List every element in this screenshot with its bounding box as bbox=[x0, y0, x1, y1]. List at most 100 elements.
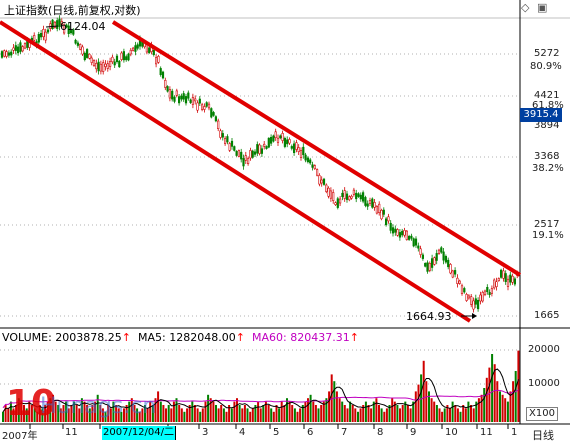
volume-bar bbox=[88, 408, 91, 422]
ma60-line bbox=[2, 389, 519, 409]
volume-bar bbox=[180, 408, 183, 422]
period-label[interactable]: 日线 bbox=[532, 429, 554, 442]
volume-bar bbox=[493, 364, 496, 422]
volume-bar bbox=[130, 398, 133, 422]
candle-body bbox=[65, 24, 68, 28]
time-label-2007: 2007年 bbox=[2, 431, 38, 442]
volume-bar bbox=[246, 408, 249, 422]
volume-bar bbox=[41, 408, 44, 422]
volume-bar bbox=[286, 398, 288, 422]
volume-bar bbox=[25, 408, 28, 422]
candle-body bbox=[260, 148, 264, 154]
volume-bar bbox=[435, 405, 438, 422]
candle-body bbox=[67, 25, 70, 34]
candle-body bbox=[313, 165, 316, 170]
candle-body bbox=[345, 193, 349, 200]
diamond-icon[interactable]: ◇ bbox=[521, 1, 530, 14]
ma5-label: MA5: 1282048.00↑ bbox=[138, 331, 245, 344]
volume-bar bbox=[438, 408, 441, 422]
window-icon[interactable]: ▣ bbox=[537, 1, 548, 14]
candle-body bbox=[322, 178, 326, 185]
volume-bar bbox=[270, 408, 273, 422]
volume-bar bbox=[330, 374, 333, 422]
lower-channel-line bbox=[0, 20, 472, 323]
volume-axis-20000: 20000 bbox=[528, 344, 560, 355]
volume-bar bbox=[280, 401, 283, 422]
candle-body bbox=[86, 49, 89, 58]
volume-bar bbox=[307, 398, 309, 422]
candle-body bbox=[256, 144, 259, 154]
volume-bar bbox=[267, 405, 270, 422]
volume-bar bbox=[272, 411, 275, 422]
volume-bar bbox=[99, 405, 102, 422]
volume-bar bbox=[33, 408, 36, 422]
time-label-6: 6 bbox=[307, 427, 314, 438]
candle-body bbox=[447, 259, 450, 268]
chart-title: 上证指数(日线,前复权,对数) bbox=[4, 4, 141, 17]
current-price-badge: 3915.4 bbox=[520, 108, 562, 122]
volume-bar bbox=[157, 391, 160, 422]
volume-bar bbox=[159, 401, 162, 422]
candle-body bbox=[440, 247, 443, 253]
volume-bar bbox=[49, 398, 52, 422]
volume-bar bbox=[514, 371, 517, 422]
volume-bar bbox=[241, 408, 244, 422]
volume-bar bbox=[146, 408, 149, 422]
candle-body bbox=[118, 60, 121, 68]
volume-bar bbox=[459, 411, 462, 422]
volume-bar bbox=[120, 411, 123, 422]
time-label-4: 4 bbox=[239, 427, 246, 438]
volume-bar bbox=[23, 405, 25, 422]
volume-bar bbox=[191, 401, 194, 422]
candle-body bbox=[102, 62, 105, 72]
candle-body bbox=[168, 89, 172, 99]
volume-bar bbox=[91, 405, 94, 422]
price-label-4421: 4421 bbox=[534, 90, 560, 101]
volume-bar bbox=[62, 405, 65, 422]
volume-bar bbox=[362, 405, 365, 422]
candle-body bbox=[58, 18, 61, 27]
candle-body bbox=[355, 192, 358, 200]
volume-bar bbox=[175, 398, 178, 422]
volume-bar bbox=[154, 398, 157, 422]
candle-body bbox=[69, 30, 73, 34]
volume-bar bbox=[441, 411, 444, 422]
volume-bar bbox=[230, 408, 233, 422]
candle-body bbox=[42, 28, 45, 37]
candle-body bbox=[499, 269, 503, 278]
volume-bar bbox=[204, 401, 207, 422]
candle-body bbox=[106, 63, 109, 69]
ma5-line bbox=[2, 368, 519, 413]
candle-body bbox=[428, 262, 431, 271]
candle-body bbox=[164, 80, 167, 88]
volume-bar bbox=[94, 401, 96, 422]
candle-body bbox=[161, 71, 165, 79]
volume-bar bbox=[475, 401, 478, 422]
candle-body bbox=[490, 288, 494, 294]
candle-body bbox=[198, 98, 201, 104]
volume-bar bbox=[417, 384, 420, 422]
volume-bar bbox=[7, 408, 10, 422]
candle-body bbox=[221, 133, 224, 138]
volume-bar bbox=[451, 401, 454, 422]
volume-bar bbox=[165, 408, 167, 422]
candle-body bbox=[155, 57, 158, 65]
candle-body bbox=[166, 86, 169, 92]
volume-bar bbox=[338, 398, 341, 422]
volume-bar bbox=[370, 408, 373, 422]
volume-bar bbox=[217, 408, 220, 422]
candle-body bbox=[79, 44, 82, 50]
pct-label-38-2: 38.2% bbox=[532, 163, 564, 174]
volume-bar bbox=[472, 408, 475, 422]
volume-bar bbox=[151, 405, 154, 422]
candle-body bbox=[463, 288, 466, 293]
time-label-11: 11 bbox=[65, 427, 78, 438]
candle-body bbox=[292, 143, 296, 154]
volume-bar bbox=[422, 360, 425, 422]
candle-body bbox=[375, 206, 379, 214]
candle-body bbox=[453, 270, 457, 275]
volume-bar bbox=[283, 405, 286, 422]
candle-body bbox=[203, 106, 206, 110]
volume-bar bbox=[254, 405, 257, 422]
